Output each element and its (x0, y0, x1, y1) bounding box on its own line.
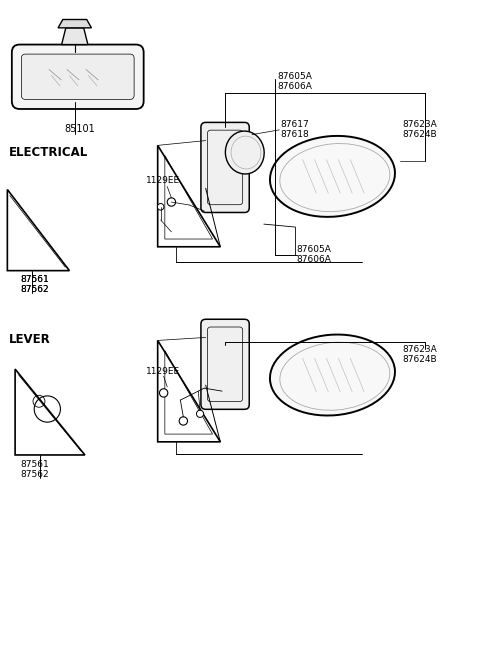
Text: 87561: 87561 (21, 460, 49, 469)
Ellipse shape (226, 131, 264, 174)
Text: 87623A: 87623A (402, 345, 437, 354)
Polygon shape (58, 20, 92, 28)
Text: 87605A: 87605A (277, 72, 312, 81)
FancyBboxPatch shape (207, 327, 243, 401)
FancyBboxPatch shape (22, 54, 134, 99)
Text: 87561: 87561 (21, 275, 49, 284)
Text: 85101: 85101 (64, 124, 95, 133)
Ellipse shape (270, 136, 395, 217)
Ellipse shape (280, 342, 390, 410)
Circle shape (159, 389, 168, 397)
Text: 87562: 87562 (21, 285, 49, 294)
FancyBboxPatch shape (12, 45, 144, 109)
Text: 87623A: 87623A (402, 120, 437, 129)
Text: 1129EE: 1129EE (146, 367, 180, 376)
Circle shape (157, 204, 164, 210)
Text: 87617: 87617 (281, 120, 309, 129)
Ellipse shape (270, 334, 395, 415)
Text: 87624B: 87624B (402, 130, 437, 139)
Text: 87606A: 87606A (297, 256, 332, 264)
Polygon shape (61, 28, 88, 45)
FancyBboxPatch shape (201, 122, 249, 212)
Text: 87561: 87561 (21, 275, 49, 284)
Ellipse shape (231, 136, 261, 169)
Text: 87562: 87562 (21, 470, 49, 479)
Text: ELECTRICAL: ELECTRICAL (9, 146, 88, 159)
Circle shape (179, 417, 188, 425)
Text: 87624B: 87624B (402, 355, 437, 364)
Circle shape (196, 410, 204, 417)
Text: 1129EE: 1129EE (146, 176, 180, 185)
Circle shape (167, 198, 176, 206)
Text: 87562: 87562 (21, 285, 49, 294)
FancyBboxPatch shape (241, 148, 254, 162)
Text: LEVER: LEVER (9, 332, 50, 346)
FancyBboxPatch shape (201, 319, 249, 409)
FancyBboxPatch shape (207, 130, 243, 205)
Text: 87606A: 87606A (277, 82, 312, 91)
Ellipse shape (280, 143, 390, 212)
Text: 87618: 87618 (281, 130, 309, 139)
Text: 87605A: 87605A (297, 245, 332, 254)
